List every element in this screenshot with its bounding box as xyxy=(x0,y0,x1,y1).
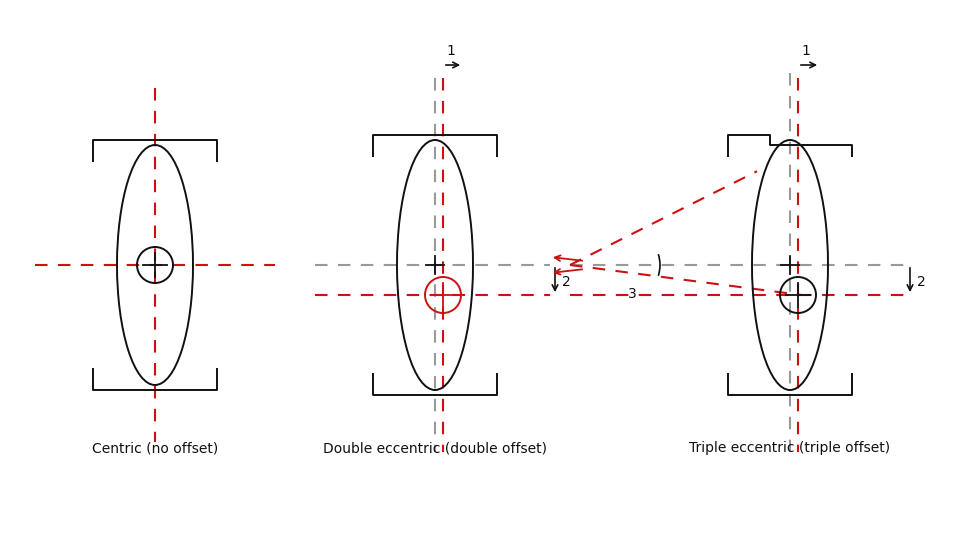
Text: 2: 2 xyxy=(561,275,570,289)
Text: Triple eccentric (triple offset): Triple eccentric (triple offset) xyxy=(689,441,890,455)
Text: 2: 2 xyxy=(916,275,924,289)
Text: 1: 1 xyxy=(800,44,809,58)
Text: Centric (no offset): Centric (no offset) xyxy=(92,441,218,455)
Text: 1: 1 xyxy=(446,44,454,58)
Text: 3: 3 xyxy=(627,287,636,301)
Text: Double eccentric (double offset): Double eccentric (double offset) xyxy=(323,441,547,455)
